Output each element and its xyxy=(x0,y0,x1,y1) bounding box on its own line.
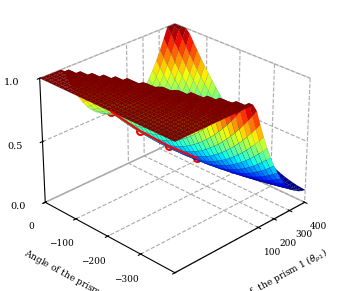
Y-axis label: Angle of the prism 2 ($\theta_{p2}$): Angle of the prism 2 ($\theta_{p2}$) xyxy=(21,246,131,291)
X-axis label: Angle of  the prism 1 ($\theta_{p1}$): Angle of the prism 1 ($\theta_{p1}$) xyxy=(217,246,330,291)
